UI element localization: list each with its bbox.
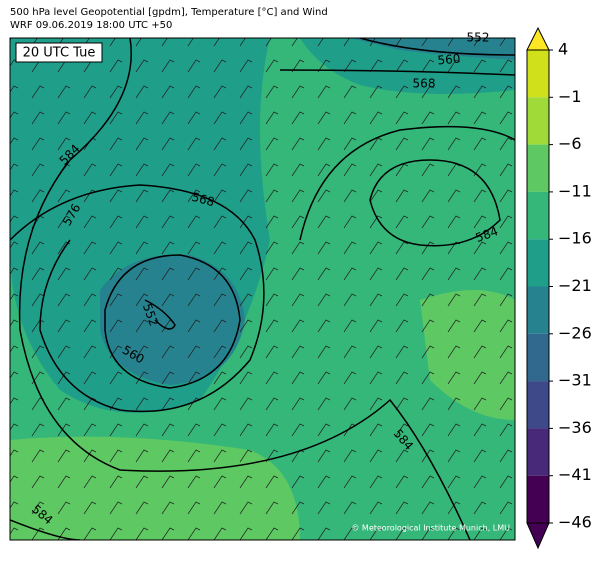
colorbar-segment bbox=[527, 381, 549, 429]
contour bbox=[104, 254, 241, 389]
colorbar-segment bbox=[527, 475, 549, 523]
colorbar-label: −31 bbox=[558, 371, 592, 390]
contour-label: 568 bbox=[413, 77, 436, 91]
colorbar: 4 −1 −6 −11 −16 −21 −26 −31 −36 −41 −46 bbox=[526, 26, 592, 550]
colorbar-extend-top bbox=[526, 26, 550, 51]
contour bbox=[279, 69, 515, 76]
time-label: 20 UTC Tue bbox=[23, 46, 96, 61]
colorbar-segment bbox=[527, 286, 549, 334]
colorbar-label: −6 bbox=[558, 134, 582, 153]
time-box bbox=[15, 42, 103, 63]
credit: © Meteorological Institute Munich, LMU bbox=[351, 524, 510, 533]
contour bbox=[10, 184, 265, 413]
colorbar-label: −16 bbox=[558, 229, 592, 248]
contour-label: 568 bbox=[190, 190, 216, 209]
colorbar-segment bbox=[527, 428, 549, 476]
contour bbox=[18, 38, 471, 540]
colorbar-segment bbox=[527, 50, 549, 98]
contour-label: 560 bbox=[437, 52, 461, 68]
colorbar-segment bbox=[527, 333, 549, 382]
subtitle: WRF 09.06.2019 18:00 UTC +50 bbox=[10, 20, 172, 31]
colorbar-label: −46 bbox=[558, 513, 592, 532]
wind-barbs bbox=[10, 38, 515, 540]
colorbar-segment bbox=[527, 97, 549, 145]
colorbar-label: −21 bbox=[558, 276, 592, 295]
colorbar-label: −36 bbox=[558, 418, 592, 437]
contour bbox=[359, 38, 515, 56]
colorbar-label: −1 bbox=[558, 87, 582, 106]
contour bbox=[299, 125, 515, 247]
colorbar-label: −26 bbox=[558, 323, 592, 342]
colorbar-segment bbox=[527, 144, 549, 192]
colorbar-segment bbox=[527, 239, 549, 287]
colorbar-extend-bottom bbox=[526, 522, 550, 550]
colorbar-label: −41 bbox=[558, 465, 592, 484]
colorbar-label: 4 bbox=[558, 40, 568, 59]
colorbar-segment bbox=[527, 191, 549, 240]
colorbar-label: −11 bbox=[558, 181, 592, 200]
map bbox=[10, 38, 515, 540]
title: 500 hPa level Geopotential [gpdm], Tempe… bbox=[10, 7, 328, 18]
contour-label: 552 bbox=[467, 31, 490, 45]
map-frame bbox=[9, 37, 516, 541]
contour bbox=[144, 299, 176, 330]
